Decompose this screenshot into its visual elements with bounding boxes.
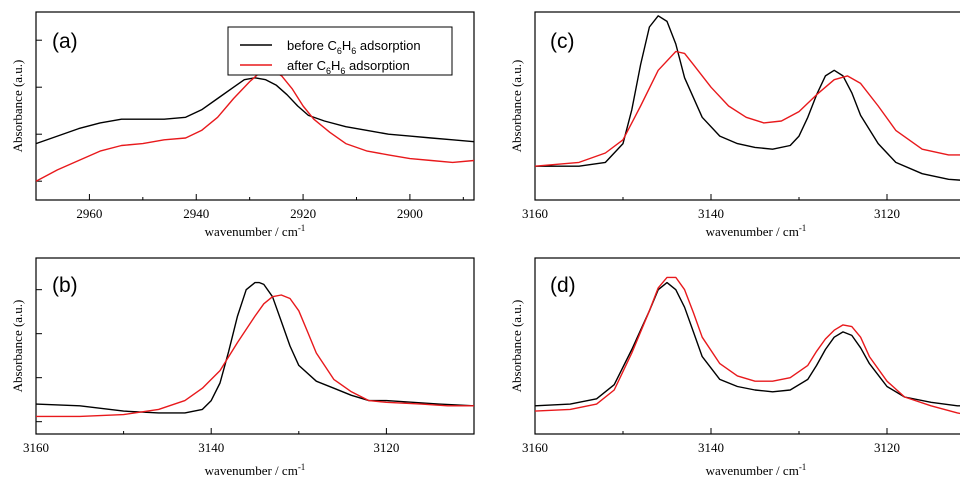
panel-d: (d) Absorbance (a.u.) wavenumber / cm-1 … (509, 257, 960, 478)
legend-label-before: before C6H6 adsorption (287, 38, 421, 56)
series-line-before (534, 281, 960, 407)
legend-label-after: after C6H6 adsorption (287, 58, 410, 76)
legend: before C6H6 adsorption after C6H6 adsorp… (227, 26, 453, 76)
plot-frame (534, 257, 960, 435)
series-line-after (35, 69, 475, 182)
x-tick-label: 3140 (198, 440, 224, 455)
x-axis-label-text: wavenumber / cm (205, 463, 298, 478)
panel-label: (a) (52, 30, 78, 53)
x-tick-label: 3160 (23, 440, 49, 455)
series-group (35, 69, 475, 182)
tick-group: 3160 3140 3120 (522, 428, 900, 455)
panel-label: (b) (52, 274, 78, 297)
x-axis-label-exponent: -1 (298, 462, 306, 472)
x-axis-label-text: wavenumber / cm (706, 463, 799, 478)
y-axis-label: Absorbance (a.u.) (509, 60, 524, 153)
x-tick-label: 2920 (290, 206, 316, 221)
y-axis-label: Absorbance (a.u.) (10, 300, 25, 393)
panel-a: (a) Absorbance (a.u.) wavenumber / cm-1 … (10, 11, 475, 239)
plot-frame (35, 257, 475, 435)
x-tick-label: 2900 (397, 206, 423, 221)
y-axis-label: Absorbance (a.u.) (10, 60, 25, 153)
x-tick-label: 3140 (698, 206, 724, 221)
x-axis-label-exponent: -1 (799, 462, 807, 472)
x-axis-label: wavenumber / cm-1 (205, 223, 306, 239)
x-axis-label: wavenumber / cm-1 (706, 223, 807, 239)
series-line-after (534, 50, 960, 167)
x-axis-label: wavenumber / cm-1 (706, 462, 807, 478)
x-tick-label: 2940 (183, 206, 209, 221)
plot-frame (534, 11, 960, 201)
series-line-after (534, 276, 960, 415)
series-line-before (35, 77, 475, 145)
legend-box (227, 26, 453, 76)
series-group (534, 15, 960, 181)
panel-b: (b) Absorbance (a.u.) wavenumber / cm-1 … (10, 257, 475, 478)
x-tick-label: 3120 (874, 440, 900, 455)
x-tick-label: 3160 (522, 206, 548, 221)
x-axis-label: wavenumber / cm-1 (205, 462, 306, 478)
series-line-before (535, 15, 960, 181)
x-tick-label: 3140 (698, 440, 724, 455)
x-tick-label: 2960 (76, 206, 102, 221)
tick-group: 2960 2940 2920 2900 (35, 39, 464, 221)
series-line-before (35, 281, 475, 414)
x-axis-label-text: wavenumber / cm (205, 224, 298, 239)
tick-group: 3160 3140 3120 (23, 289, 475, 455)
tick-group: 3160 3140 3120 (522, 194, 900, 221)
series-group (534, 276, 960, 415)
panel-label: (d) (550, 274, 576, 297)
series-line-after (36, 294, 474, 418)
series-group (35, 281, 475, 418)
panel-label: (c) (550, 30, 575, 53)
x-tick-label: 3160 (522, 440, 548, 455)
y-axis-label: Absorbance (a.u.) (509, 300, 524, 393)
x-tick-label: 3120 (874, 206, 900, 221)
panel-c: (c) Absorbance (a.u.) wavenumber / cm-1 … (509, 11, 960, 239)
plot-frame (35, 11, 475, 201)
x-tick-label: 3120 (373, 440, 399, 455)
x-axis-label-text: wavenumber / cm (706, 224, 799, 239)
x-axis-label-exponent: -1 (298, 223, 306, 233)
x-axis-label-exponent: -1 (799, 223, 807, 233)
